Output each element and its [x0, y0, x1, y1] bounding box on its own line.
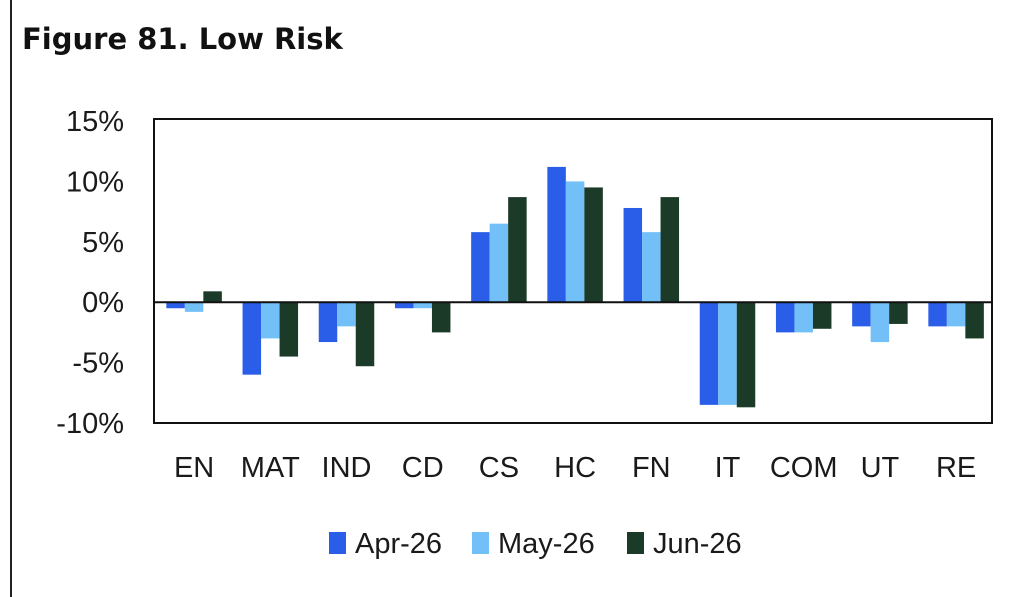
bar-ut-jun-26 — [889, 302, 908, 324]
legend-swatch-may-26 — [472, 532, 489, 554]
bar-cs-jun-26 — [508, 197, 527, 303]
legend: Apr-26 May-26 Jun-26 — [329, 528, 742, 560]
bar-fn-may-26 — [642, 232, 661, 303]
y-axis-ticks: 15% 10% 5% 0% -5% -10% — [56, 106, 124, 440]
x-tick-label-en: EN — [174, 452, 214, 484]
bar-ind-jun-26 — [355, 302, 375, 367]
bar-ut-may-26 — [870, 302, 890, 343]
y-tick-label: -10% — [56, 408, 124, 440]
legend-swatch-apr-26 — [329, 532, 346, 554]
legend-label-apr-26: Apr-26 — [355, 528, 442, 560]
bar-re-apr-26 — [928, 302, 947, 327]
bar-cs-apr-26 — [471, 232, 490, 303]
bar-re-may-26 — [946, 302, 966, 327]
y-tick-label: 5% — [82, 227, 124, 259]
bar-it-apr-26 — [699, 302, 719, 405]
bar-hc-jun-26 — [584, 187, 603, 303]
x-tick-label-ind: IND — [322, 452, 372, 484]
legend-label-jun-26: Jun-26 — [653, 528, 742, 560]
bars-group — [166, 166, 984, 408]
y-tick-label: 10% — [66, 166, 124, 198]
y-tick-label: -5% — [72, 348, 124, 380]
x-tick-label-re: RE — [936, 452, 976, 484]
bar-re-jun-26 — [965, 302, 984, 339]
bar-mat-jun-26 — [279, 302, 299, 357]
bar-mat-apr-26 — [242, 302, 262, 375]
bar-en-apr-26 — [166, 302, 185, 309]
bar-en-may-26 — [184, 302, 204, 312]
x-tick-label-cs: CS — [479, 452, 519, 484]
bar-com-may-26 — [794, 302, 813, 333]
y-tick-label: 0% — [82, 287, 124, 319]
figure-title: Figure 81. Low Risk — [22, 22, 343, 56]
x-axis-ticks: EN MAT IND CD CS HC FN IT COM UT RE — [174, 452, 976, 484]
bar-en-jun-26 — [203, 291, 222, 303]
legend-label-may-26: May-26 — [498, 528, 595, 560]
x-tick-label-ut: UT — [861, 452, 900, 484]
bar-hc-may-26 — [565, 181, 585, 303]
x-tick-label-cd: CD — [402, 452, 444, 484]
bar-cd-may-26 — [413, 302, 432, 309]
x-tick-label-mat: MAT — [241, 452, 300, 484]
plot-area-border — [153, 118, 993, 424]
bar-fn-apr-26 — [623, 207, 643, 303]
bar-ind-may-26 — [337, 302, 356, 327]
bar-ind-apr-26 — [318, 302, 338, 343]
x-tick-label-it: IT — [715, 452, 741, 484]
bar-it-jun-26 — [736, 302, 756, 408]
x-tick-label-hc: HC — [554, 452, 596, 484]
x-tick-label-com: COM — [770, 452, 838, 484]
bar-cs-may-26 — [489, 223, 509, 303]
bar-com-jun-26 — [812, 302, 832, 329]
y-tick-label: 15% — [66, 106, 124, 138]
bar-fn-jun-26 — [660, 197, 680, 303]
bar-cd-apr-26 — [394, 302, 414, 309]
bar-it-may-26 — [718, 302, 737, 405]
x-tick-label-fn: FN — [632, 452, 671, 484]
figure-frame — [10, 0, 1015, 597]
legend-swatch-jun-26 — [627, 532, 644, 554]
bar-com-apr-26 — [775, 302, 795, 333]
bar-mat-may-26 — [261, 302, 280, 339]
bar-hc-apr-26 — [547, 166, 566, 303]
bar-cd-jun-26 — [431, 302, 451, 333]
bar-ut-apr-26 — [852, 302, 871, 327]
